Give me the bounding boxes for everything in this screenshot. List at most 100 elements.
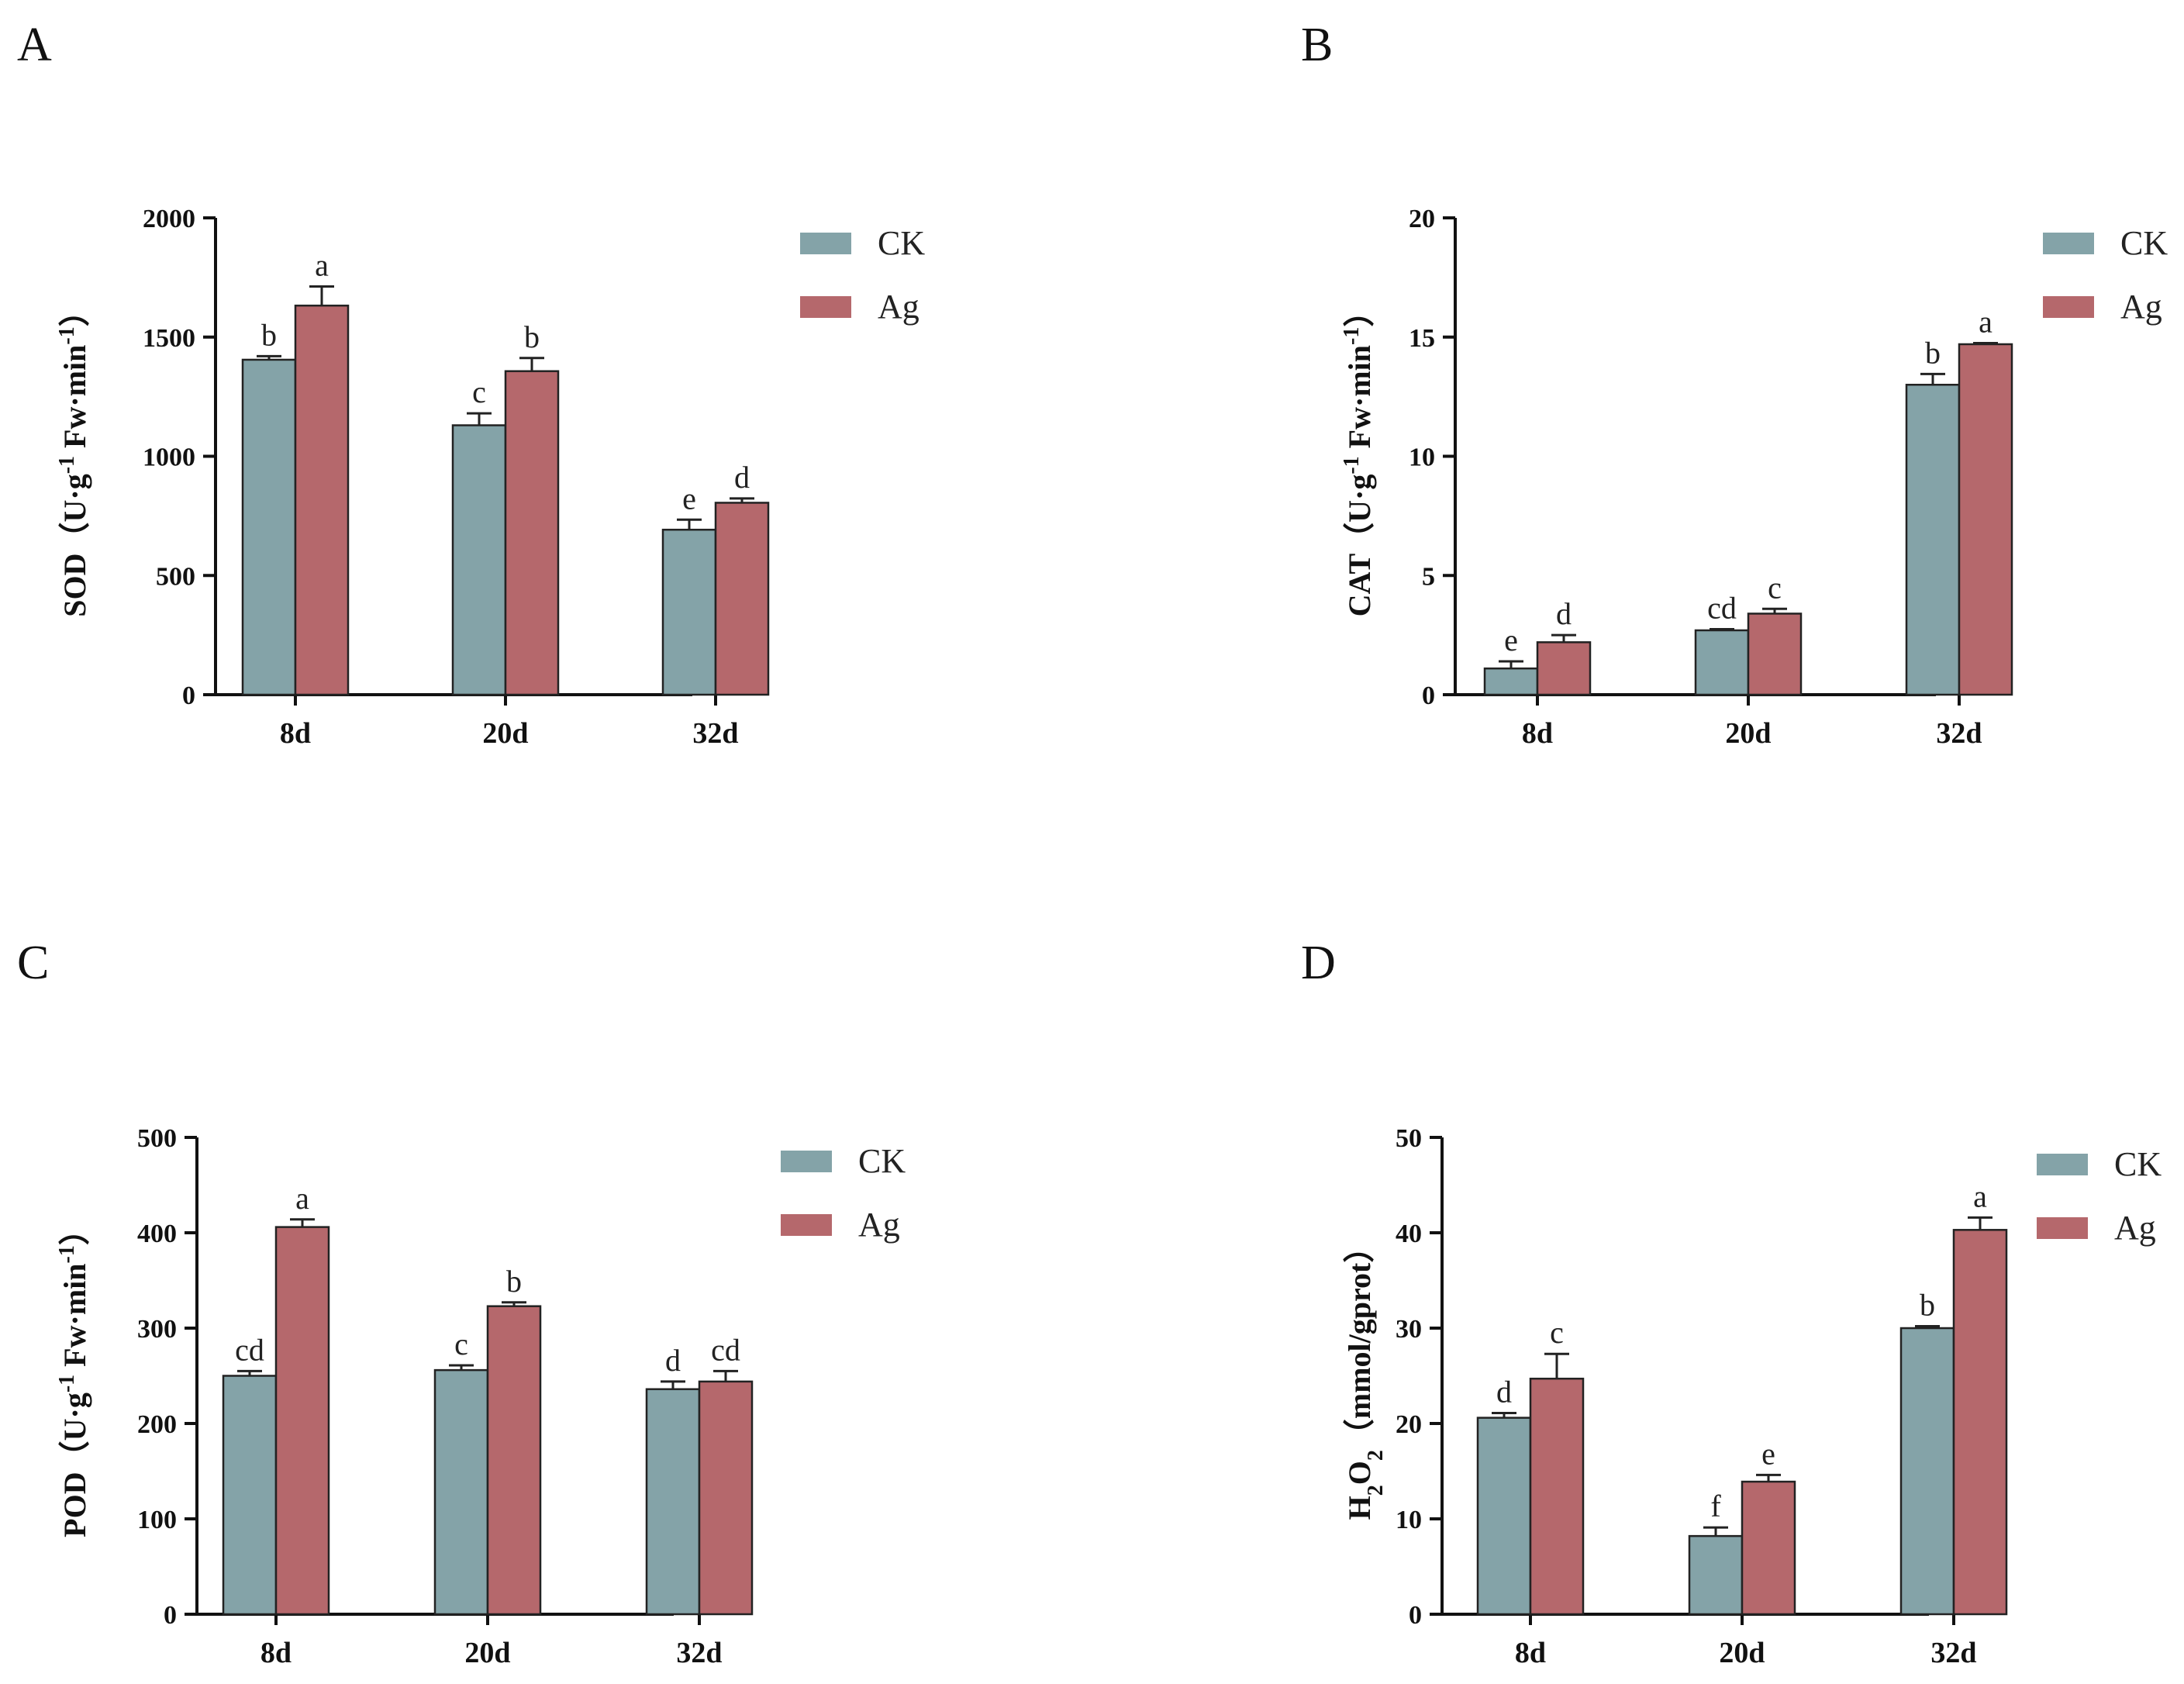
x-tick-label: 32d [1936, 717, 1982, 750]
bar-ck-8d [241, 358, 297, 696]
significance-letter-ck-32d: e [682, 481, 696, 516]
significance-letter-ag-8d: a [295, 1181, 309, 1216]
legend-swatch-ag [781, 1214, 832, 1236]
y-tick-label: 0 [164, 1601, 177, 1630]
significance-letter-ck-8d: d [1496, 1374, 1512, 1409]
legend-label-ag: Ag [878, 288, 919, 326]
panel-letter: D [1301, 937, 1336, 989]
x-tick-label: 8d [1522, 717, 1553, 750]
legend-label-ck: CK [858, 1142, 906, 1180]
legend-label-ag: Ag [2114, 1209, 2156, 1247]
significance-letter-ag-20d: b [524, 319, 540, 354]
y-tick-label: 300 [137, 1315, 177, 1344]
y-axis-label: H2O2（mmol/gprot） [1342, 1232, 1388, 1520]
y-tick-label: 2000 [143, 205, 195, 233]
y-tick-label: 1000 [143, 443, 195, 472]
y-tick-label: 500 [156, 562, 195, 591]
significance-letter-ck-20d: f [1710, 1489, 1721, 1524]
y-tick-label: 1500 [143, 324, 195, 353]
x-tick-label: 20d [1719, 1637, 1765, 1669]
legend-swatch-ck [2043, 233, 2094, 254]
chart-panel-d: D 0 10 20 30 40 50 H2O2（mmol/gprot） 8d d c 20d f e 32d… [1301, 937, 2162, 1669]
bar-ag-8d [1536, 641, 1592, 696]
y-tick-label: 20 [1409, 205, 1435, 233]
panel-letter: B [1301, 19, 1333, 71]
significance-letter-ag-8d: a [315, 248, 329, 283]
legend-swatch-ck [781, 1151, 832, 1172]
significance-letter-ck-8d: b [261, 317, 277, 352]
legend-label-ag: Ag [2120, 288, 2162, 326]
legend-swatch-ck [2037, 1154, 2088, 1175]
y-axis-label: POD（U·g-1 Fw·min-1） [55, 1214, 93, 1537]
y-tick-label: 0 [1409, 1601, 1422, 1630]
bar-ag-8d [1529, 1377, 1585, 1616]
significance-letter-ck-20d: c [472, 374, 486, 409]
legend-label-ck: CK [2120, 224, 2168, 262]
chart-panel-a: A 0 500 1000 1500 2000 SOD（U·g-1 Fw·min-1） 8d b a… [17, 19, 925, 750]
panel-letter: A [17, 19, 52, 71]
y-tick-label: 50 [1396, 1124, 1422, 1153]
x-tick-label: 32d [1930, 1637, 1976, 1669]
bar-ck-8d [1483, 667, 1539, 696]
y-axis-label: SOD（U·g-1 Fw·min-1） [55, 295, 93, 616]
y-tick-label: 5 [1422, 562, 1435, 591]
bar-ag-20d [1747, 613, 1803, 696]
x-tick-label: 20d [464, 1637, 510, 1669]
significance-letter-ag-20d: c [1768, 570, 1782, 605]
bar-ag-32d [714, 502, 770, 696]
y-tick-label: 10 [1396, 1506, 1422, 1534]
x-tick-label: 8d [260, 1637, 292, 1669]
significance-letter-ag-8d: d [1556, 596, 1572, 631]
bar-ag-20d [486, 1305, 542, 1616]
significance-letter-ag-8d: c [1550, 1315, 1564, 1350]
significance-letter-ag-20d: e [1761, 1436, 1775, 1471]
significance-letter-ag-32d: d [734, 460, 750, 495]
significance-letter-ag-20d: b [506, 1264, 522, 1299]
significance-letter-ck-8d: cd [235, 1332, 264, 1367]
bar-ck-32d [1905, 384, 1961, 696]
significance-letter-ag-32d: a [1973, 1178, 1987, 1213]
bar-ck-20d [433, 1368, 489, 1616]
bar-ck-20d [1694, 629, 1750, 696]
x-tick-label: 32d [692, 717, 738, 750]
bar-ag-32d [1952, 1229, 2008, 1616]
x-tick-label: 32d [676, 1637, 722, 1669]
significance-letter-ag-32d: a [1979, 304, 1993, 339]
y-tick-label: 100 [137, 1506, 177, 1534]
bar-ck-8d [1476, 1417, 1532, 1616]
significance-letter-ag-32d: cd [711, 1332, 740, 1367]
y-tick-label: 0 [182, 682, 195, 710]
bar-ck-32d [1899, 1327, 1955, 1616]
y-axis-label: CAT（U·g-1 Fw·min-1） [1340, 296, 1378, 617]
x-tick-label: 20d [1725, 717, 1771, 750]
y-tick-label: 20 [1396, 1410, 1422, 1439]
y-tick-label: 15 [1409, 324, 1435, 353]
y-tick-label: 400 [137, 1220, 177, 1248]
bar-ag-20d [1741, 1480, 1796, 1616]
bar-ck-20d [451, 424, 507, 696]
y-tick-label: 40 [1396, 1220, 1422, 1248]
legend-swatch-ag [2037, 1217, 2088, 1239]
legend-swatch-ag [2043, 296, 2094, 318]
significance-letter-ck-8d: e [1504, 623, 1518, 657]
bar-ag-32d [1958, 343, 2013, 696]
bar-ck-8d [222, 1375, 278, 1616]
y-tick-label: 30 [1396, 1315, 1422, 1344]
legend-swatch-ck [800, 233, 851, 254]
significance-letter-ck-32d: b [1925, 335, 1941, 370]
y-tick-label: 10 [1409, 443, 1435, 472]
legend-label-ck: CK [2114, 1145, 2162, 1183]
y-tick-label: 200 [137, 1410, 177, 1439]
x-tick-label: 20d [482, 717, 528, 750]
x-tick-label: 8d [1515, 1637, 1546, 1669]
significance-letter-ck-32d: b [1920, 1288, 1935, 1323]
panel-letter: C [17, 937, 49, 989]
x-tick-label: 8d [280, 717, 311, 750]
bar-ck-32d [645, 1388, 701, 1616]
bar-ag-8d [294, 304, 350, 696]
legend-swatch-ag [800, 296, 851, 318]
significance-letter-ck-20d: cd [1707, 590, 1737, 625]
legend-label-ag: Ag [858, 1206, 900, 1244]
y-tick-label: 0 [1422, 682, 1435, 710]
